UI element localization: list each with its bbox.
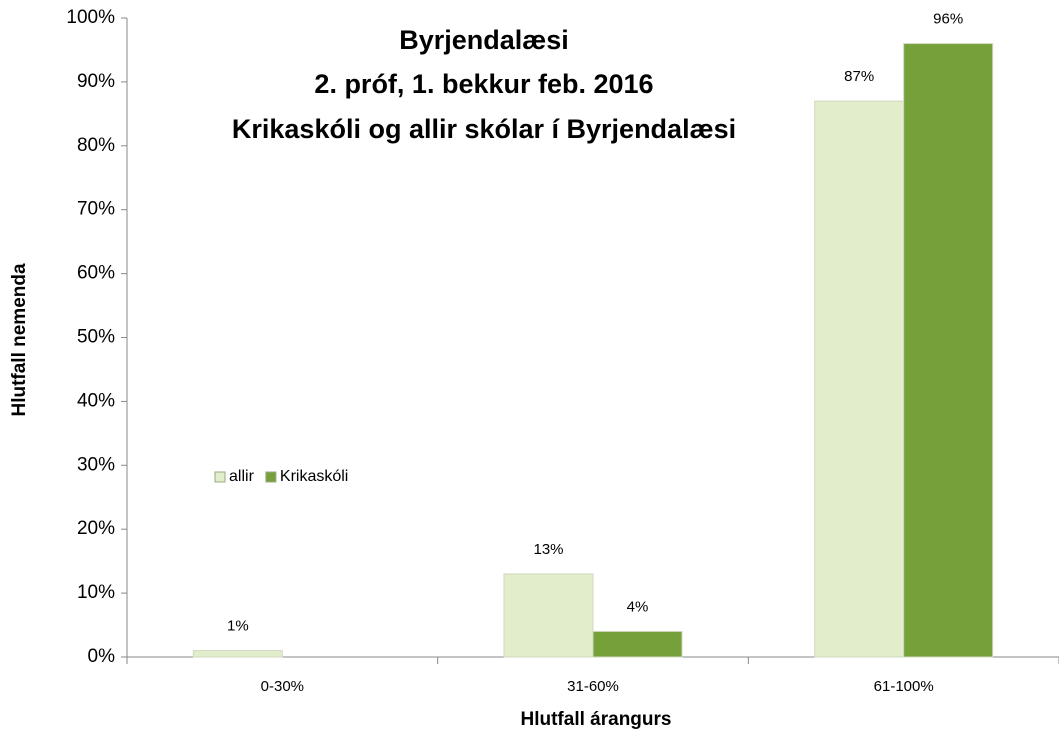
chart-title: Krikaskóli og allir skólar í Byrjendalæs… [232, 114, 736, 144]
y-tick-label: 80% [77, 135, 115, 156]
data-label: 96% [933, 11, 963, 28]
chart-title: Byrjendalæsi [399, 25, 569, 55]
legend-label: Krikaskóli [280, 468, 348, 485]
y-tick-label: 20% [77, 518, 115, 539]
x-tick-label: 31-60% [567, 678, 619, 695]
x-tick-label: 0-30% [261, 678, 304, 695]
bar [814, 100, 905, 658]
bar [592, 630, 683, 658]
bar [503, 573, 594, 658]
legend-swatch [265, 471, 277, 483]
y-tick-label: 50% [77, 327, 115, 348]
legend-label: allir [229, 468, 255, 485]
bar [192, 650, 283, 658]
legend-swatch [214, 471, 226, 483]
y-tick-label: 0% [88, 646, 116, 667]
chart-title: 2. próf, 1. bekkur feb. 2016 [314, 69, 653, 99]
y-tick-label: 70% [77, 199, 115, 220]
bar [903, 43, 994, 658]
y-tick-label: 30% [77, 454, 115, 475]
y-tick-label: 60% [77, 263, 115, 284]
y-tick-label: 90% [77, 71, 115, 92]
x-axis-label: Hlutfall árangurs [521, 709, 672, 730]
data-label: 1% [227, 618, 249, 635]
y-axis-label: Hlutfall nemenda [9, 263, 30, 417]
y-tick-label: 10% [77, 582, 115, 603]
data-label: 87% [844, 68, 874, 85]
data-label: 4% [627, 598, 649, 615]
data-label: 13% [533, 541, 563, 558]
y-tick-label: 100% [66, 7, 115, 28]
x-tick-label: 61-100% [874, 678, 934, 695]
y-tick-label: 40% [77, 390, 115, 411]
